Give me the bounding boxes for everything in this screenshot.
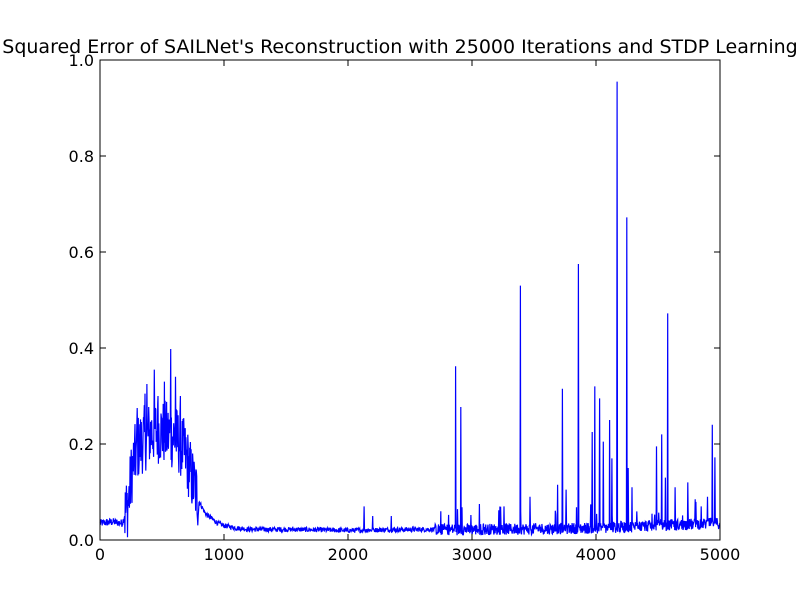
chart-title: Squared Error of SAILNet's Reconstructio… — [2, 36, 797, 58]
y-tick-label: 0.2 — [69, 435, 94, 454]
x-tick-label: 5000 — [700, 545, 741, 564]
series-line-0 — [99, 81, 721, 538]
y-tick-label: 0.4 — [69, 339, 94, 358]
plot-area — [99, 59, 721, 541]
x-tick-label: 0 — [95, 545, 105, 564]
plot-frame — [99, 59, 721, 541]
x-tick-label: 2000 — [328, 545, 369, 564]
x-tick-label: 1000 — [204, 545, 245, 564]
x-tick-label: 4000 — [576, 545, 617, 564]
y-axis: 0.0 0.2 0.4 0.6 0.8 1.0 — [69, 51, 720, 550]
x-axis: 0 1000 2000 3000 4000 5000 — [95, 60, 740, 564]
x-tick-label: 3000 — [452, 545, 493, 564]
y-tick-label: 0.0 — [69, 531, 94, 550]
y-tick-label: 1.0 — [69, 51, 94, 70]
y-tick-label: 0.6 — [69, 243, 94, 262]
y-tick-label: 0.8 — [69, 147, 94, 166]
